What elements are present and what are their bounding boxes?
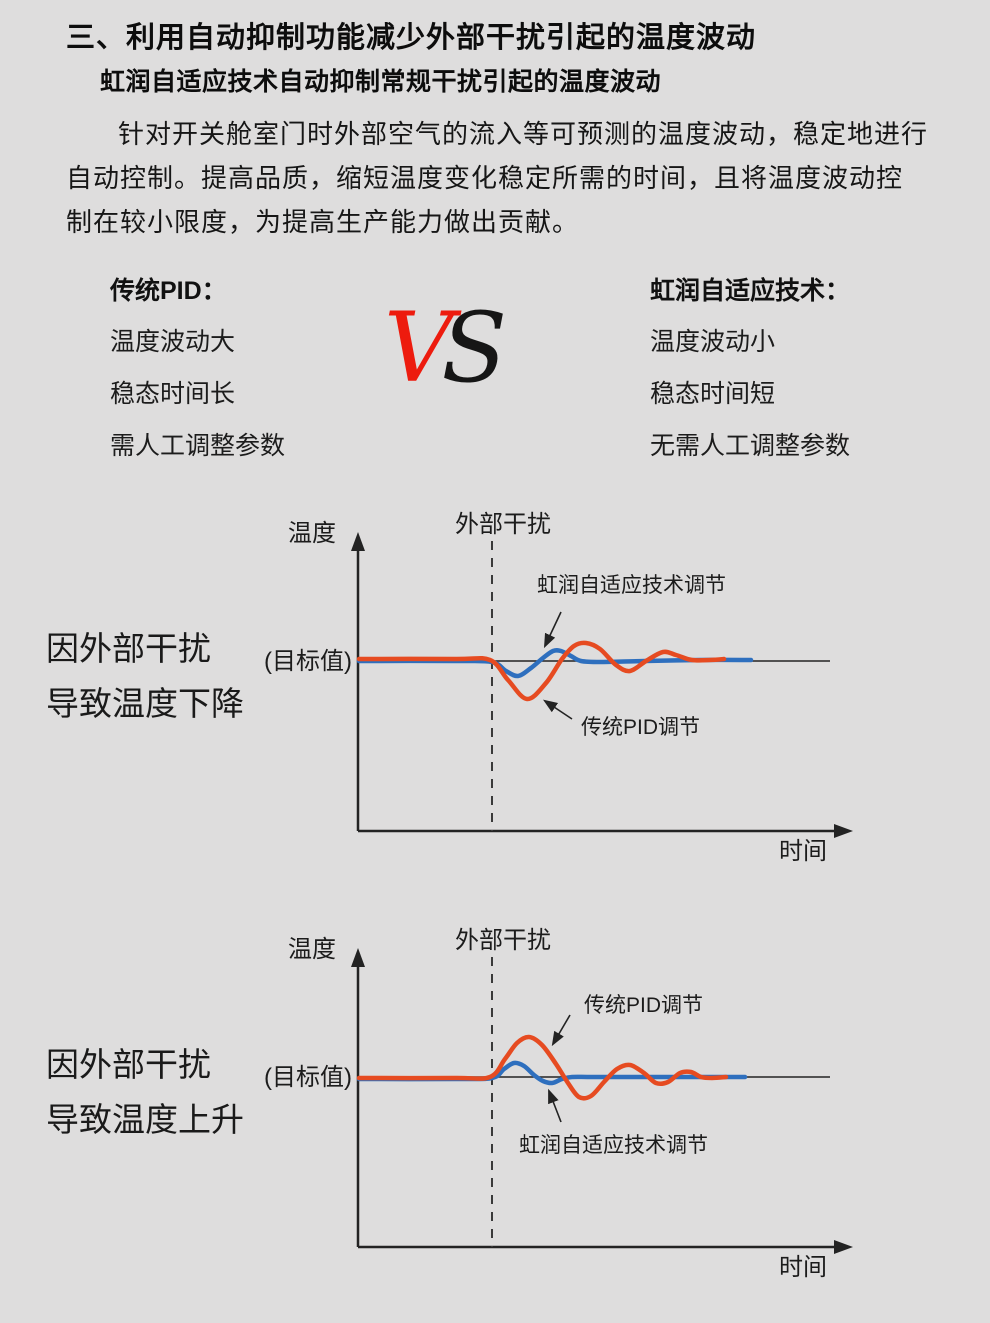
adaptive-curve-label: 虹润自适应技术调节: [519, 1134, 708, 1157]
adaptive-annotation-arrow-icon: [543, 611, 562, 649]
pid-curve: [356, 640, 727, 702]
x-axis-label: 时间: [779, 1254, 827, 1281]
adaptive-tech-header: 虹润自适应技术：: [650, 277, 851, 305]
disturbance-label: 外部干扰: [455, 927, 551, 954]
target-value-label: (目标值): [264, 648, 352, 675]
vs-graphic: VS: [384, 300, 507, 396]
pid-annotation-arrow-icon: [543, 699, 573, 720]
intro-paragraph: 针对开关舱室门时外部空气的流入等可预测的温度波动，稳定地进行 自动控制。提高品质…: [66, 112, 928, 244]
vs-letter-v: V: [384, 292, 453, 404]
disturbance-label: 外部干扰: [455, 511, 551, 538]
traditional-pid-header: 传统PID：: [110, 277, 227, 305]
paragraph-line: 制在较小限度，为提高生产能力做出贡献。: [66, 207, 580, 237]
page-subtitle: 虹润自适应技术自动抑制常规干扰引起的温度波动: [100, 68, 662, 96]
chart-temperature-rise: 温度 外部干扰 (目标值) 时间 传统PID调节 虹润自适应技术调节: [264, 927, 853, 1281]
x-axis-arrow-icon: [834, 1240, 853, 1254]
pid-curve-label: 传统PID调节: [584, 994, 703, 1017]
chart1-side-label-line2: 导致温度下降: [46, 685, 244, 722]
traditional-pid-item: 稳态时间长: [110, 380, 236, 408]
paragraph-line: 针对开关舱室门时外部空气的流入等可预测的温度波动，稳定地进行: [118, 119, 929, 149]
adaptive-tech-item: 稳态时间短: [650, 380, 776, 408]
y-axis-arrow-icon: [351, 532, 365, 551]
chart2-side-label-line1: 因外部干扰: [46, 1046, 211, 1083]
page-title: 三、利用自动抑制功能减少外部干扰引起的温度波动: [66, 22, 757, 54]
adaptive-tech-item: 无需人工调整参数: [650, 432, 851, 460]
adaptive-tech-item: 温度波动小: [650, 328, 776, 356]
y-axis-label: 温度: [288, 936, 336, 963]
y-axis-label: 温度: [288, 520, 336, 547]
traditional-pid-item: 需人工调整参数: [110, 432, 286, 460]
adaptive-curve-label: 虹润自适应技术调节: [537, 574, 726, 597]
pid-annotation-arrow-icon: [551, 1014, 571, 1047]
chart2-side-label-line2: 导致温度上升: [46, 1101, 244, 1138]
paragraph-line: 自动控制。提高品质，缩短温度变化稳定所需的时间，且将温度波动控: [66, 163, 904, 193]
pid-curve: [356, 1034, 729, 1101]
chart1-side-label-line1: 因外部干扰: [46, 630, 211, 667]
y-axis-arrow-icon: [351, 948, 365, 967]
vs-letter-s: S: [441, 292, 507, 404]
traditional-pid-item: 温度波动大: [110, 328, 236, 356]
x-axis-label: 时间: [779, 838, 827, 865]
chart-temperature-drop: 温度 外部干扰 (目标值) 时间 虹润自适应技术调节 传统PID调节: [264, 511, 853, 865]
adaptive-annotation-arrow-icon: [548, 1088, 562, 1123]
pid-curve-label: 传统PID调节: [581, 716, 700, 739]
x-axis-arrow-icon: [834, 824, 853, 838]
target-value-label: (目标值): [264, 1064, 352, 1091]
